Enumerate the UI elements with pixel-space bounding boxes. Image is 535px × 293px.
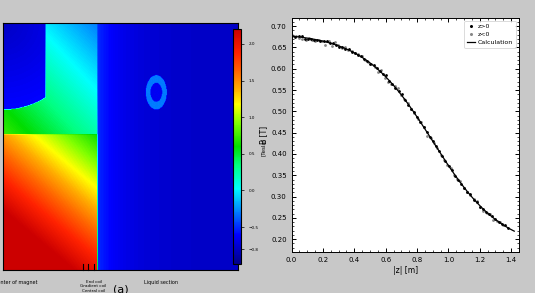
Y-axis label: B [T]: B [T] — [259, 126, 268, 144]
z>0 — [339, 45, 346, 49]
z<0 — [378, 68, 385, 72]
Calculation — [394, 88, 401, 92]
z<0 — [493, 219, 500, 223]
z<0 — [470, 197, 477, 200]
Line: z>0: z>0 — [291, 35, 509, 229]
Text: Liquid section: Liquid section — [143, 280, 178, 285]
Calculation — [511, 229, 517, 233]
z<0 — [289, 33, 295, 37]
Text: Center of magnet: Center of magnet — [0, 280, 38, 285]
z>0 — [505, 226, 511, 230]
X-axis label: |z| [m]: |z| [m] — [393, 266, 418, 275]
z>0 — [346, 47, 352, 51]
Legend: z>0, z<0, Calculation: z>0, z<0, Calculation — [464, 21, 516, 48]
Y-axis label: [Tesla]: [Tesla] — [261, 137, 265, 156]
Calculation — [421, 126, 427, 130]
Calculation — [471, 198, 477, 201]
z>0 — [289, 34, 295, 38]
z<0 — [398, 93, 404, 97]
z<0 — [339, 46, 345, 50]
z>0 — [473, 200, 480, 203]
Calculation — [506, 226, 512, 230]
z<0 — [500, 223, 507, 226]
Calculation — [395, 90, 402, 93]
Text: End coil
Gradient coil
Central coil: End coil Gradient coil Central coil — [80, 280, 107, 293]
z>0 — [408, 107, 414, 111]
Calculation — [288, 34, 295, 38]
Calculation — [409, 108, 415, 111]
z<0 — [352, 51, 358, 55]
Line: z<0: z<0 — [291, 33, 505, 226]
Text: (a): (a) — [112, 284, 128, 293]
z>0 — [470, 198, 477, 202]
z>0 — [355, 54, 361, 57]
Line: Calculation: Calculation — [292, 36, 514, 231]
